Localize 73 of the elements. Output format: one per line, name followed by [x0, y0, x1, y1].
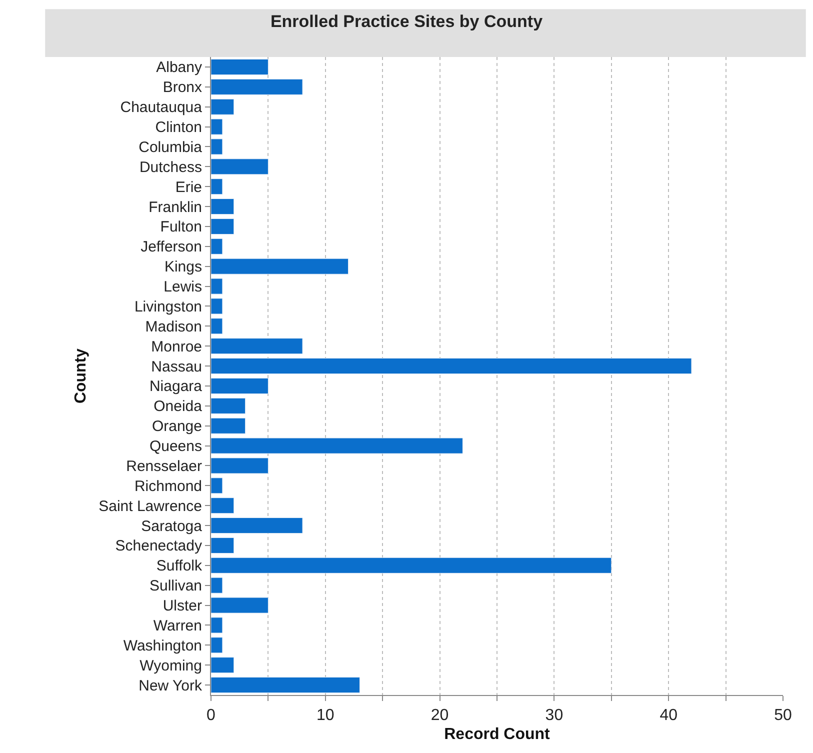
bar [211, 418, 246, 434]
y-tick-label: Orange [152, 418, 202, 436]
bar [211, 438, 463, 454]
y-tick-label: Albany [156, 59, 202, 76]
y-tick-label: Oneida [154, 398, 203, 416]
y-tick-label: Nassau [151, 358, 202, 376]
bar [211, 398, 246, 414]
y-tick-label: Jefferson [140, 238, 202, 256]
bar [211, 557, 612, 574]
y-tick-label: Bronx [162, 79, 202, 96]
y-tick-label: Franklin [148, 198, 202, 216]
bar [211, 78, 303, 95]
x-tick-label: 10 [316, 707, 334, 724]
y-axis-title: County [72, 348, 90, 404]
bar [211, 318, 223, 334]
y-tick-label: Ulster [162, 598, 202, 615]
y-tick-label: Chautauqua [120, 99, 203, 116]
bar [211, 478, 223, 494]
x-tick-label: 30 [545, 707, 564, 724]
y-tick-label: Queens [149, 438, 202, 456]
y-tick-label: Richmond [134, 478, 202, 495]
y-tick-label: Erie [175, 178, 202, 196]
bar [211, 158, 268, 175]
bar [211, 518, 303, 534]
bar [211, 677, 360, 694]
bar [211, 378, 268, 394]
bar [211, 98, 234, 115]
bar [211, 258, 349, 274]
bar [211, 298, 223, 314]
y-tick-label: Saint Lawrence [98, 498, 202, 515]
bar [211, 657, 234, 674]
y-tick-label: Livingston [134, 298, 202, 316]
y-tick-label: Rensselaer [126, 458, 202, 475]
bar [211, 637, 223, 654]
y-tick-label: Washington [123, 637, 202, 654]
y-tick-label: Sullivan [149, 578, 202, 595]
y-tick-label: Warren [153, 617, 202, 634]
bar [211, 338, 303, 354]
y-tick-label: Kings [164, 258, 202, 276]
y-tick-label: Fulton [160, 218, 202, 236]
x-axis-title: Record Count [444, 726, 551, 743]
x-tick-label: 40 [660, 707, 678, 724]
bar [211, 577, 223, 594]
bar [211, 498, 234, 514]
y-tick-label: Monroe [151, 338, 202, 356]
bar [211, 238, 223, 254]
bar [211, 278, 223, 294]
y-tick-label: Saratoga [141, 518, 203, 535]
y-tick-label: Suffolk [156, 558, 202, 575]
bar [211, 537, 234, 554]
y-tick-label: Schenectady [115, 538, 202, 555]
bar [211, 138, 223, 155]
y-tick-label: Madison [145, 318, 202, 336]
x-tick-label: 20 [430, 707, 449, 724]
y-tick-label: New York [138, 677, 202, 694]
bar [211, 198, 234, 215]
y-tick-label: Niagara [149, 378, 203, 396]
bar [211, 597, 268, 614]
bar [211, 617, 223, 634]
bar [211, 358, 692, 374]
bar [211, 118, 223, 135]
x-tick-label: 50 [774, 707, 792, 724]
y-tick-label: Dutchess [139, 158, 202, 176]
y-tick-label: Wyoming [140, 657, 202, 674]
x-tick-label: 0 [206, 707, 216, 724]
bar [211, 458, 268, 474]
bar [211, 218, 234, 234]
bar [211, 178, 223, 195]
y-tick-label: Lewis [164, 278, 202, 296]
y-tick-label: Columbia [138, 138, 203, 156]
chart-title: Enrolled Practice Sites by County [270, 12, 544, 32]
bar [211, 58, 268, 75]
y-tick-label: Clinton [155, 119, 202, 136]
